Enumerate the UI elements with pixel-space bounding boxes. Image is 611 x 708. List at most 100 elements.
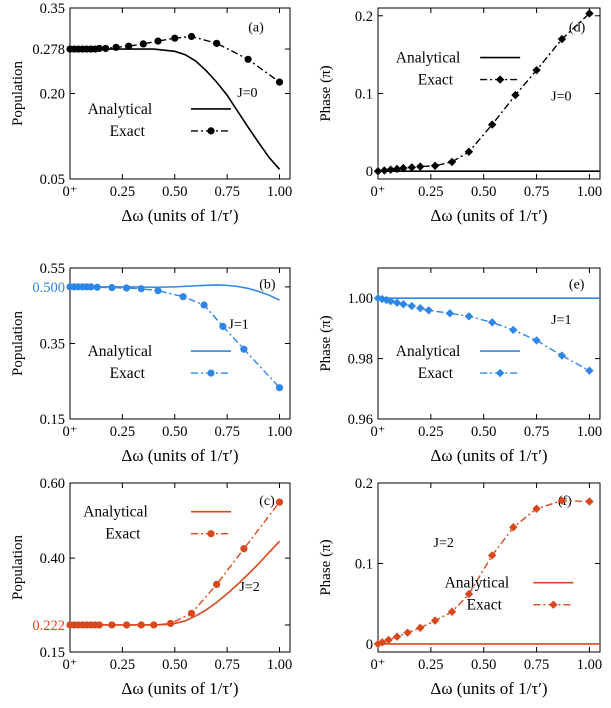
- exact-marker: [87, 283, 95, 291]
- exact-marker: [447, 607, 457, 616]
- legend-marker-exact: [207, 369, 215, 377]
- legend-label-exact: Exact: [418, 72, 454, 89]
- exact-marker: [430, 616, 440, 625]
- x-tick-label: 0⁺: [63, 424, 78, 440]
- legend-label-analytical: Analytical: [445, 575, 510, 592]
- panel-label: (b): [259, 278, 276, 293]
- x-tick-label: 0⁺: [371, 657, 386, 673]
- exact-marker: [213, 580, 221, 589]
- exact-marker: [585, 497, 594, 506]
- x-tick-label: 0.25: [418, 184, 443, 200]
- chart-panel-f: 0⁺ 0.25 0.50 0.75 1.00 0 0.1 0.2 Phase (π) Δω (un…: [318, 476, 602, 698]
- legend-label-analytical: Analytical: [88, 101, 153, 118]
- chart-panel-c: 0⁺ 0.25 0.50 0.75 1.00 0.15 0.222 0.40 0.60 Popul…: [10, 476, 292, 698]
- plot-data: [70, 284, 281, 389]
- exact-marker: [464, 312, 474, 321]
- exact-marker: [150, 621, 158, 629]
- exact-marker: [399, 300, 408, 309]
- exact-marker: [240, 345, 248, 353]
- x-axis-title: Δω (units of 1/τ′): [430, 206, 547, 225]
- exact-marker: [403, 628, 412, 637]
- y-axis-title: Phase (π): [318, 65, 334, 121]
- exact-marker: [93, 283, 101, 291]
- y-tick-label: 0.1: [355, 87, 373, 103]
- analytical-line: [70, 48, 281, 170]
- legend-label-analytical: Analytical: [396, 343, 461, 360]
- exact-marker: [122, 621, 131, 629]
- plot-frame: [377, 267, 601, 420]
- exact-line: [70, 286, 281, 389]
- exact-marker: [154, 37, 162, 45]
- chart-panel-a: 0⁺ 0.25 0.50 0.75 1.00 0.05 0.20 0.278 0.35 Popul…: [10, 1, 292, 225]
- exact-marker: [275, 498, 284, 506]
- x-tick-label: 0.50: [471, 424, 496, 440]
- y-tick-label: 0: [366, 637, 373, 653]
- exact-marker: [557, 496, 567, 505]
- exact-marker: [557, 34, 567, 44]
- x-tick-label: 0.25: [110, 424, 135, 440]
- x-tick-label: 0.25: [418, 424, 443, 440]
- panel-label: (a): [248, 21, 264, 36]
- exact-marker: [532, 504, 541, 513]
- exact-marker: [108, 621, 116, 629]
- exact-marker: [275, 78, 284, 86]
- exact-marker: [416, 162, 425, 171]
- legend-marker-exact: [495, 368, 505, 378]
- exact-marker: [416, 623, 425, 633]
- x-tick-label: 0.25: [418, 657, 443, 673]
- exact-marker: [108, 284, 116, 292]
- y-tick-label: 0.2: [355, 9, 373, 25]
- exact-marker: [380, 166, 389, 175]
- chart-panel-d: 0⁺ 0.25 0.50 0.75 1.00 0 0.1 0.2 Phase (π) Δω (un…: [318, 7, 602, 225]
- x-tick-label: 0.50: [162, 184, 187, 200]
- y-tick-label: 0.2: [355, 476, 373, 492]
- exact-marker: [585, 366, 594, 375]
- exact-marker: [445, 309, 455, 318]
- exact-marker: [399, 163, 408, 173]
- x-axis-title: Δω (units of 1/τ′): [121, 446, 238, 465]
- exact-marker: [112, 43, 120, 51]
- x-axis-title: Δω (units of 1/τ′): [430, 446, 547, 465]
- exact-marker: [219, 322, 227, 331]
- y-tick-label: 0.35: [40, 337, 65, 353]
- exact-marker: [407, 301, 417, 311]
- exact-marker: [154, 287, 162, 295]
- x-tick-label: 1.00: [267, 184, 292, 200]
- exact-marker: [557, 351, 567, 360]
- legend-marker-exact: [207, 127, 215, 135]
- x-tick-label: 0.75: [524, 184, 549, 200]
- y-tick-label: 0.35: [40, 1, 65, 17]
- exact-marker: [378, 638, 387, 647]
- exact-marker: [275, 384, 284, 392]
- chart-panel-b: 0⁺ 0.25 0.50 0.75 1.00 0.15 0.35 0.500 0.55 Popul…: [10, 261, 292, 465]
- y-tick-label: 0.222: [32, 618, 65, 634]
- exact-line: [378, 500, 590, 645]
- exact-marker: [373, 167, 383, 176]
- x-tick-label: 0.75: [524, 657, 549, 673]
- x-tick-label: 0.75: [524, 424, 549, 440]
- exact-marker: [240, 545, 248, 553]
- x-tick-label: 1.00: [577, 657, 602, 673]
- exact-marker: [384, 635, 393, 645]
- y-tick-label: 0.96: [348, 412, 373, 428]
- exact-marker: [487, 551, 497, 560]
- y-tick-label: 0.98: [348, 352, 373, 368]
- x-tick-label: 0⁺: [63, 657, 78, 673]
- panel-label: (d): [569, 21, 586, 36]
- legend-label-analytical: Analytical: [83, 504, 148, 521]
- plot-data: [378, 500, 600, 645]
- legend-label-analytical: Analytical: [88, 343, 153, 360]
- exact-marker: [392, 164, 402, 174]
- exact-marker: [416, 303, 425, 313]
- y-tick-label: 0.40: [40, 551, 65, 567]
- y-tick-label: 0.15: [40, 412, 65, 428]
- exact-marker: [95, 621, 103, 629]
- exact-marker: [511, 90, 520, 100]
- j-annotation: J=0: [551, 89, 571, 104]
- exact-marker: [200, 301, 208, 309]
- exact-marker: [532, 336, 541, 345]
- legend-marker-exact: [207, 530, 215, 538]
- x-tick-label: 1.00: [577, 184, 602, 200]
- y-tick-label: 0.15: [40, 645, 65, 661]
